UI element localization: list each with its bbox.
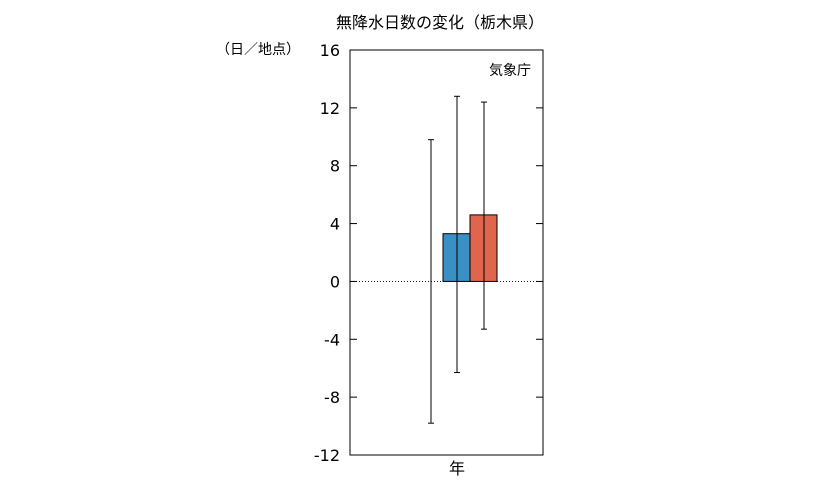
y-axis: 16 12 8 4 0 -4 -8 -12 <box>314 41 543 465</box>
y-tick-label: -12 <box>314 446 340 465</box>
chart-title: 無降水日数の変化（栃木県） <box>336 13 544 32</box>
x-category-label: 年 <box>449 459 465 478</box>
y-tick-label: -8 <box>324 388 340 407</box>
plot-area <box>349 49 544 456</box>
y-axis-label: （日／地点） <box>216 42 300 58</box>
y-tick-label: -4 <box>324 330 340 349</box>
y-tick-label: 0 <box>330 272 340 291</box>
error-bars <box>428 95 487 424</box>
y-tick-label: 8 <box>330 157 340 176</box>
y-tick-label: 16 <box>320 41 340 60</box>
x-axis: 年 <box>449 459 465 478</box>
y-tick-label: 4 <box>330 215 340 234</box>
bars <box>442 214 498 282</box>
source-label: 気象庁 <box>489 63 531 79</box>
y-tick-label: 12 <box>320 99 340 118</box>
